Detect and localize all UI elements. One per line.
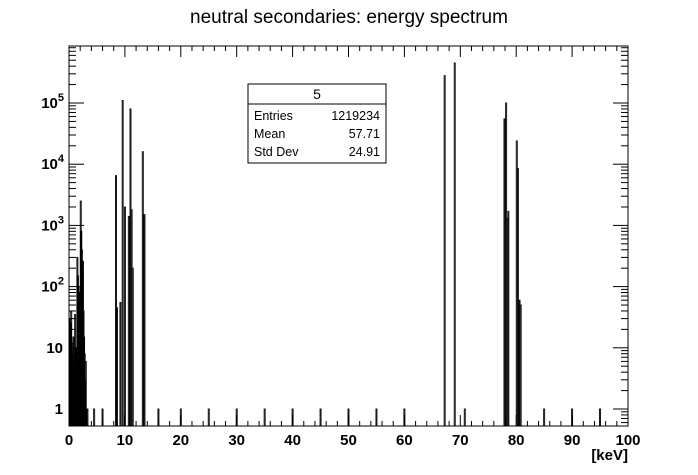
- y-tick-label-10000: 104: [41, 153, 65, 173]
- x-tick-label-0: 0: [65, 432, 73, 449]
- y-tick-label-10: 10: [46, 340, 63, 357]
- stats-stddev-label: Std Dev: [254, 145, 299, 159]
- x-tick-label-90: 90: [564, 432, 581, 449]
- stats-entries-label: Entries: [254, 109, 293, 123]
- stats-mean-label: Mean: [254, 127, 285, 141]
- x-tick-label-30: 30: [228, 432, 245, 449]
- stats-box-frame: [247, 83, 387, 164]
- x-tick-label-80: 80: [508, 432, 525, 449]
- y-tick-label-100000: 105: [41, 92, 64, 112]
- x-axis-title: [keV]: [591, 447, 628, 464]
- y-tick-label-100: 102: [41, 276, 64, 296]
- x-tick-label-70: 70: [452, 432, 469, 449]
- x-tick-label-60: 60: [396, 432, 413, 449]
- stats-box: 5 Entries 1219234 Mean 57.71 Std Dev 24.…: [247, 83, 387, 164]
- x-tick-label-50: 50: [340, 432, 357, 449]
- x-tick-label-10: 10: [117, 432, 134, 449]
- y-tick-label-1000: 103: [41, 214, 64, 234]
- stats-box-title: 5: [313, 86, 321, 102]
- stats-mean-value: 57.71: [349, 127, 380, 141]
- x-axis: 0 10 20 30 40 50 60 70 80 90 100: [65, 46, 641, 449]
- x-tick-label-20: 20: [172, 432, 189, 449]
- stats-stddev-value: 24.91: [349, 145, 380, 159]
- y-axis: 1 10 102 103 104 105: [41, 47, 628, 424]
- stats-entries-value: 1219234: [331, 109, 380, 123]
- chart-title: neutral secondaries: energy spectrum: [190, 7, 508, 28]
- x-tick-label-100: 100: [615, 432, 640, 449]
- y-tick-label-1: 1: [55, 401, 63, 418]
- x-tick-label-40: 40: [284, 432, 301, 449]
